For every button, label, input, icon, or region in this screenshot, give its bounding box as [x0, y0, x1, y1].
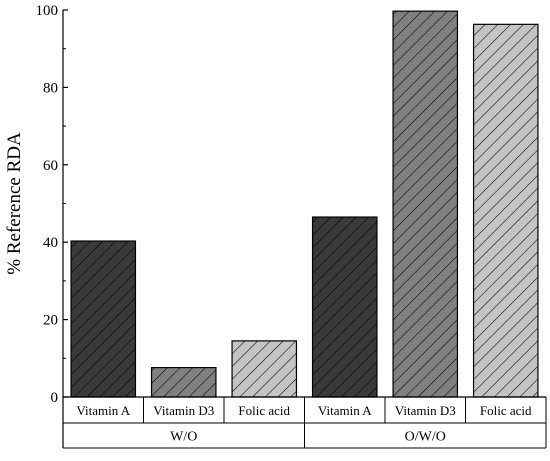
- y-tick-label: 0: [51, 390, 59, 406]
- category-label: Vitamin A: [318, 403, 372, 418]
- group-label: W/O: [170, 430, 197, 445]
- y-tick-label: 40: [43, 235, 58, 251]
- axes-layer: [62, 9, 547, 449]
- y-tick-label: 100: [36, 3, 59, 19]
- bar-wo-vitamin-a: [70, 240, 137, 398]
- bars-layer: [70, 10, 539, 398]
- bar-wo-vitamin-d3: [150, 366, 217, 398]
- bar-owo-vitamin-a: [311, 216, 378, 398]
- category-label: Vitamin D3: [395, 403, 456, 418]
- category-label: Vitamin A: [76, 403, 130, 418]
- group-label: O/W/O: [405, 430, 446, 445]
- labels-layer: Vitamin A Vitamin D3 Folic acid W/O Vitamin …: [4, 3, 532, 445]
- category-label: Folic acid: [480, 403, 532, 418]
- category-label: Folic acid: [238, 403, 290, 418]
- y-tick-label: 80: [43, 80, 58, 96]
- bar-owo-folic-acid: [472, 23, 539, 398]
- y-tick-label: 20: [43, 313, 58, 329]
- category-label: Vitamin D3: [153, 403, 214, 418]
- bar-wo-folic-acid: [231, 340, 298, 398]
- y-tick-label: 60: [43, 158, 58, 174]
- bar-owo-vitamin-d3: [392, 10, 459, 398]
- y-axis-label: % Reference RDA: [4, 132, 25, 275]
